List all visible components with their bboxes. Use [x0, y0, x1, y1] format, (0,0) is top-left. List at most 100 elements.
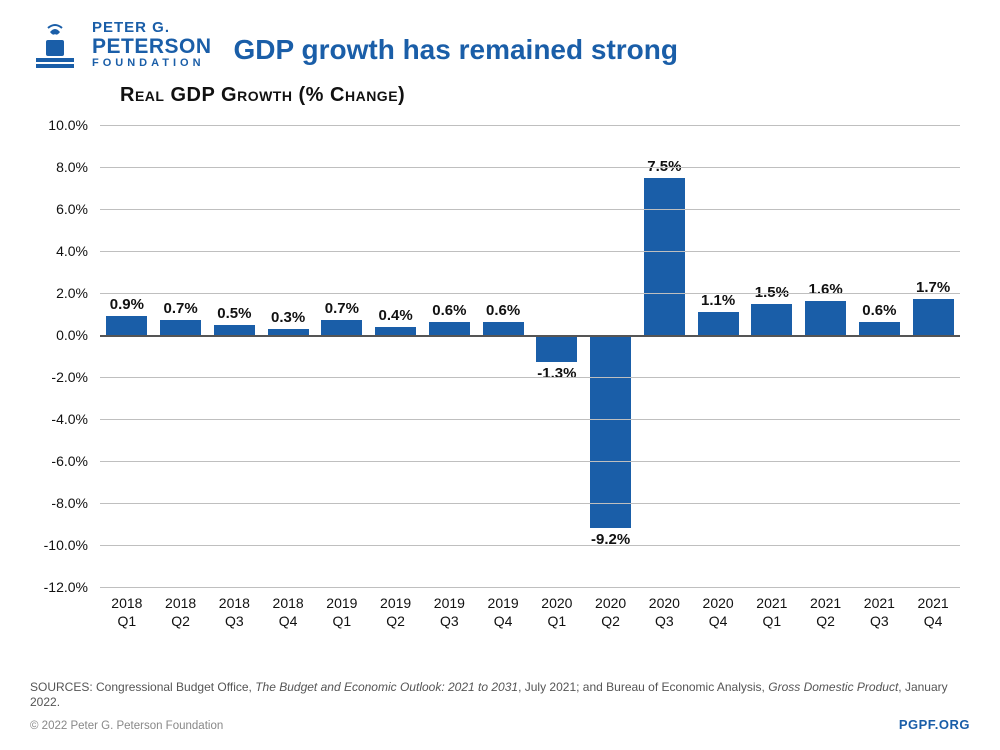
bar-slot: 0.9%: [100, 125, 154, 587]
bar: [536, 335, 577, 362]
y-tick-label: 2.0%: [56, 285, 88, 301]
page: PETER G. PETERSON FOUNDATION GDP growth …: [0, 0, 1000, 750]
logo-text: PETER G. PETERSON FOUNDATION: [92, 20, 212, 69]
x-tick-label: 2018Q2: [154, 595, 208, 630]
footer: SOURCES: Congressional Budget Office, Th…: [30, 680, 970, 732]
y-tick-label: -6.0%: [51, 453, 88, 469]
bar: [483, 322, 524, 335]
bar-slot: 0.6%: [423, 125, 477, 587]
zero-line: [100, 335, 960, 337]
logo-line-3: FOUNDATION: [92, 58, 212, 70]
y-tick-label: 0.0%: [56, 327, 88, 343]
y-tick-label: -8.0%: [51, 495, 88, 511]
x-tick-label: 2020Q3: [638, 595, 692, 630]
x-tick-label: 2018Q4: [261, 595, 315, 630]
bar-value-label: 7.5%: [638, 158, 692, 175]
bar-value-label: 0.4%: [369, 307, 423, 324]
x-tick-label: 2020Q1: [530, 595, 584, 630]
bar-slot: 0.3%: [261, 125, 315, 587]
bar-slot: 1.6%: [799, 125, 853, 587]
bar: [751, 304, 792, 336]
copyright-text: © 2022 Peter G. Peterson Foundation: [30, 720, 223, 732]
x-tick-label: 2020Q4: [691, 595, 745, 630]
grid-line: [100, 587, 960, 588]
bar-value-label: 1.5%: [745, 284, 799, 301]
grid-line: [100, 293, 960, 294]
bar: [375, 327, 416, 335]
sources-ital-1: The Budget and Economic Outlook: 2021 to…: [255, 680, 518, 694]
page-title: GDP growth has remained strong: [234, 20, 678, 66]
bar: [805, 301, 846, 335]
x-tick-label: 2019Q1: [315, 595, 369, 630]
bar-slot: 7.5%: [638, 125, 692, 587]
bar-value-label: 0.6%: [423, 302, 477, 319]
bar: [913, 299, 954, 335]
bar-slot: 0.7%: [154, 125, 208, 587]
grid-line: [100, 419, 960, 420]
x-axis-labels: 2018Q12018Q22018Q32018Q42019Q12019Q22019…: [100, 591, 960, 635]
bar: [429, 322, 470, 335]
bar: [106, 316, 147, 335]
bar-slot: 0.6%: [853, 125, 907, 587]
bar: [698, 312, 739, 335]
y-tick-label: 6.0%: [56, 201, 88, 217]
grid-line: [100, 503, 960, 504]
logo: PETER G. PETERSON FOUNDATION: [30, 20, 212, 70]
logo-line-2: PETERSON: [92, 36, 212, 58]
grid-line: [100, 377, 960, 378]
bar: [590, 335, 631, 528]
x-tick-label: 2020Q2: [584, 595, 638, 630]
y-tick-label: 10.0%: [48, 117, 88, 133]
y-tick-label: 4.0%: [56, 243, 88, 259]
bar-slot: 0.6%: [476, 125, 530, 587]
y-tick-label: -10.0%: [44, 537, 88, 553]
plot-area: 0.9%0.7%0.5%0.3%0.7%0.4%0.6%0.6%-1.3%-9.…: [100, 125, 960, 587]
bar-value-label: 0.9%: [100, 296, 154, 313]
grid-line: [100, 167, 960, 168]
grid-line: [100, 209, 960, 210]
bars-container: 0.9%0.7%0.5%0.3%0.7%0.4%0.6%0.6%-1.3%-9.…: [100, 125, 960, 587]
grid-line: [100, 125, 960, 126]
y-tick-label: -4.0%: [51, 411, 88, 427]
sources-text: SOURCES: Congressional Budget Office, Th…: [30, 680, 970, 711]
sources-mid: , July 2021; and Bureau of Economic Anal…: [518, 680, 768, 694]
bar-slot: 0.4%: [369, 125, 423, 587]
x-tick-label: 2021Q3: [853, 595, 907, 630]
logo-line-1: PETER G.: [92, 20, 212, 36]
bar-slot: -9.2%: [584, 125, 638, 587]
bar-value-label: 1.6%: [799, 281, 853, 298]
sources-ital-2: Gross Domestic Product: [768, 680, 898, 694]
x-tick-label: 2021Q4: [906, 595, 960, 630]
bar: [859, 322, 900, 335]
y-tick-label: 8.0%: [56, 159, 88, 175]
bar-value-label: 0.7%: [315, 300, 369, 317]
sources-prefix: SOURCES: Congressional Budget Office,: [30, 680, 255, 694]
bar-value-label: -1.3%: [530, 365, 584, 382]
bar-value-label: 1.1%: [691, 292, 745, 309]
bar: [214, 325, 255, 336]
grid-line: [100, 251, 960, 252]
bar-slot: 1.7%: [906, 125, 960, 587]
bar-slot: 1.5%: [745, 125, 799, 587]
gdp-bar-chart: -12.0% -10.0% -8.0% -6.0% -4.0% -2.0% 0.0% 2.0%…: [30, 115, 970, 635]
bar-value-label: 0.6%: [476, 302, 530, 319]
y-tick-label: -2.0%: [51, 369, 88, 385]
bar-value-label: 0.6%: [853, 302, 907, 319]
bar-slot: 0.7%: [315, 125, 369, 587]
bar-value-label: 0.3%: [261, 309, 315, 326]
x-tick-label: 2018Q1: [100, 595, 154, 630]
bar-value-label: 0.7%: [154, 300, 208, 317]
bar: [160, 320, 201, 335]
x-tick-label: 2021Q1: [745, 595, 799, 630]
bar: [644, 178, 685, 336]
bar-slot: 0.5%: [208, 125, 262, 587]
x-tick-label: 2021Q2: [799, 595, 853, 630]
y-axis-labels: -12.0%-10.0%-8.0%-6.0%-4.0%-2.0%0.0%2.0%…: [30, 125, 94, 587]
site-link[interactable]: PGPF.ORG: [899, 717, 970, 732]
y-tick-label: -12.0%: [44, 579, 88, 595]
header: PETER G. PETERSON FOUNDATION GDP growth …: [30, 20, 970, 70]
x-tick-label: 2019Q3: [423, 595, 477, 630]
bar-value-label: 0.5%: [208, 305, 262, 322]
bar-slot: -1.3%: [530, 125, 584, 587]
x-tick-label: 2018Q3: [208, 595, 262, 630]
